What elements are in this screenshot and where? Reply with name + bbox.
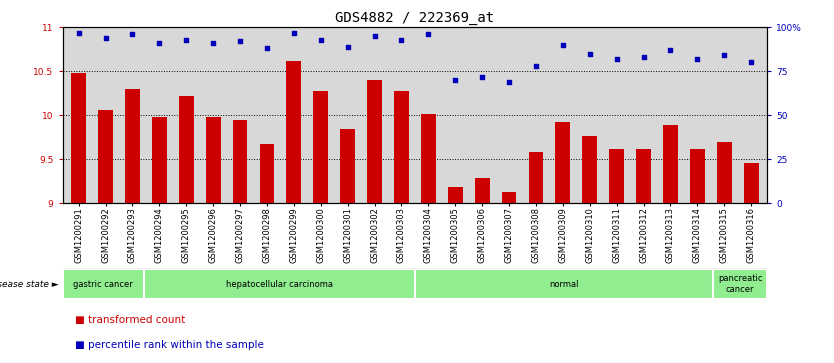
Point bbox=[449, 77, 462, 83]
Bar bbox=[502, 192, 516, 203]
Bar bbox=[582, 136, 597, 203]
Point bbox=[341, 44, 354, 49]
Point bbox=[260, 45, 274, 51]
Text: normal: normal bbox=[550, 280, 579, 289]
Point bbox=[179, 37, 193, 42]
Text: hepatocellular carcinoma: hepatocellular carcinoma bbox=[226, 280, 333, 289]
Bar bbox=[178, 96, 193, 203]
Bar bbox=[448, 187, 463, 203]
Bar bbox=[555, 122, 570, 203]
Bar bbox=[690, 149, 705, 203]
Point bbox=[637, 54, 651, 60]
Point bbox=[287, 30, 300, 36]
Bar bbox=[125, 89, 140, 203]
Bar bbox=[415, 269, 713, 299]
Point bbox=[530, 63, 543, 69]
Bar bbox=[63, 269, 143, 299]
Text: ■ percentile rank within the sample: ■ percentile rank within the sample bbox=[75, 340, 264, 350]
Bar bbox=[394, 91, 409, 203]
Bar bbox=[713, 269, 767, 299]
Point bbox=[153, 40, 166, 46]
Bar bbox=[717, 142, 731, 203]
Point bbox=[610, 56, 623, 62]
Bar bbox=[286, 61, 301, 203]
Text: gastric cancer: gastric cancer bbox=[73, 280, 133, 289]
Point bbox=[368, 33, 381, 39]
Bar bbox=[610, 149, 624, 203]
Text: GDS4882 / 222369_at: GDS4882 / 222369_at bbox=[335, 11, 495, 25]
Bar bbox=[421, 114, 435, 203]
Point bbox=[72, 30, 85, 36]
Point bbox=[664, 47, 677, 53]
Text: disease state ►: disease state ► bbox=[0, 280, 58, 289]
Bar bbox=[71, 73, 86, 203]
Point bbox=[207, 40, 220, 46]
Bar bbox=[529, 152, 544, 203]
Point bbox=[99, 35, 113, 41]
Bar bbox=[475, 178, 490, 203]
Point bbox=[126, 31, 139, 37]
Point bbox=[583, 51, 596, 57]
Bar bbox=[233, 120, 248, 203]
Point bbox=[394, 37, 408, 42]
Bar bbox=[259, 144, 274, 203]
Point bbox=[422, 31, 435, 37]
Text: pancreatic
cancer: pancreatic cancer bbox=[718, 274, 762, 294]
Bar bbox=[340, 129, 355, 203]
Bar bbox=[744, 163, 759, 203]
Bar bbox=[367, 80, 382, 203]
Point bbox=[502, 79, 515, 85]
Bar bbox=[152, 117, 167, 203]
Point bbox=[691, 56, 704, 62]
Bar bbox=[314, 91, 328, 203]
Point bbox=[314, 37, 328, 42]
Point bbox=[717, 53, 731, 58]
Point bbox=[556, 42, 570, 48]
Point bbox=[475, 74, 489, 79]
Bar bbox=[98, 110, 113, 203]
Bar bbox=[143, 269, 415, 299]
Point bbox=[745, 60, 758, 65]
Bar bbox=[663, 125, 678, 203]
Bar bbox=[636, 149, 651, 203]
Bar bbox=[206, 117, 220, 203]
Point bbox=[234, 38, 247, 44]
Text: ■ transformed count: ■ transformed count bbox=[75, 315, 185, 325]
